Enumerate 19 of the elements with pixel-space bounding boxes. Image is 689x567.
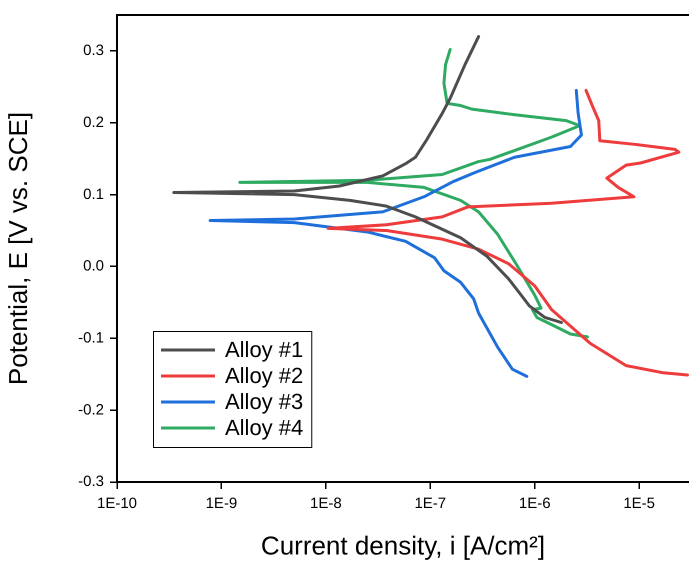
y-tick-label: -0.3 [78, 473, 104, 490]
legend-label: Alloy #1 [225, 337, 304, 362]
legend-label: Alloy #3 [225, 389, 304, 414]
y-tick-label: 0.0 [83, 258, 104, 275]
y-axis-title: Potential, E [V vs. SCE] [2, 112, 33, 386]
y-tick-label: -0.1 [78, 329, 104, 346]
x-tick-label: 1E-10 [96, 495, 138, 512]
x-tick-label: 1E-6 [518, 495, 551, 512]
x-tick-label: 1E-8 [310, 495, 342, 512]
x-tick-label: 1E-9 [206, 495, 238, 512]
y-tick-label: -0.2 [78, 401, 104, 418]
x-tick-label: 1E-7 [414, 495, 446, 512]
x-axis-title: Current density, i [A/cm²] [260, 530, 546, 561]
y-tick-label: 0.1 [83, 186, 104, 203]
y-tick-label: 0.2 [83, 114, 104, 131]
x-tick-label: 1E-5 [623, 495, 656, 512]
legend-label: Alloy #2 [225, 363, 304, 388]
y-tick-label: 0.3 [83, 42, 104, 60]
legend-label: Alloy #4 [225, 415, 304, 440]
